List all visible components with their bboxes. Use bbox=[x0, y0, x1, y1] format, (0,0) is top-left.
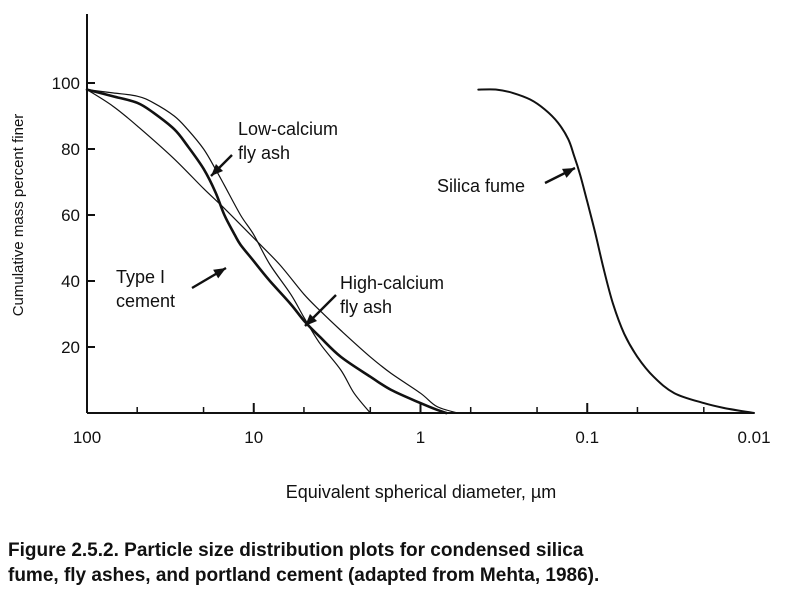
annotation-high-calcium-line2: fly ash bbox=[340, 297, 392, 317]
y-tick-labels: 20 40 60 80 100 bbox=[52, 74, 80, 357]
x-axis-title: Equivalent spherical diameter, µm bbox=[286, 482, 557, 502]
annotation-low-calcium-line1: Low-calcium bbox=[238, 119, 338, 139]
annotation-arrows bbox=[191, 154, 576, 327]
series-line-silica-fume bbox=[477, 88, 755, 414]
x-tick-label-0-01: 0.01 bbox=[737, 428, 770, 447]
series-line-high-calcium-fly-ash bbox=[86, 89, 459, 414]
y-tick-label-100: 100 bbox=[52, 74, 80, 93]
series-lines bbox=[85, 88, 755, 415]
annotation-type-i-line2: cement bbox=[116, 291, 175, 311]
axes bbox=[86, 14, 754, 414]
annotation-silica-fume: Silica fume bbox=[437, 176, 525, 196]
annotation-labels: Low-calcium fly ash Silica fume Type I c… bbox=[116, 119, 525, 317]
caption-line-1: Figure 2.5.2. Particle size distribution… bbox=[8, 540, 584, 561]
x-ticks bbox=[86, 403, 705, 413]
x-tick-label-10: 10 bbox=[244, 428, 263, 447]
y-tick-label-40: 40 bbox=[61, 272, 80, 291]
series-line-type-i-cement bbox=[85, 88, 448, 415]
y-ticks bbox=[87, 82, 95, 348]
annotation-type-i-line1: Type I bbox=[116, 267, 165, 287]
y-tick-label-80: 80 bbox=[61, 140, 80, 159]
y-tick-label-20: 20 bbox=[61, 338, 80, 357]
arrow-silica-fume bbox=[544, 166, 576, 185]
annotation-low-calcium-line2: fly ash bbox=[238, 143, 290, 163]
arrow-high-calcium-fly-ash bbox=[304, 294, 337, 327]
x-tick-label-0-1: 0.1 bbox=[575, 428, 599, 447]
y-tick-label-60: 60 bbox=[61, 206, 80, 225]
caption-line-2: fume, fly ashes, and portland cement (ad… bbox=[8, 565, 600, 586]
series-line-low-calcium-fly-ash bbox=[86, 89, 371, 414]
particle-size-chart: 100 10 1 0.1 0.01 20 40 60 80 100 Low-calcium fl… bbox=[10, 14, 771, 502]
y-axis-title: Cumulative mass percent finer bbox=[10, 114, 27, 317]
arrow-low-calcium-fly-ash bbox=[210, 154, 233, 177]
annotation-high-calcium-line1: High-calcium bbox=[340, 273, 444, 293]
figure-caption: Figure 2.5.2. Particle size distribution… bbox=[8, 538, 788, 588]
x-tick-label-100: 100 bbox=[73, 428, 101, 447]
x-tick-labels: 100 10 1 0.1 0.01 bbox=[73, 428, 771, 447]
arrow-type-i-cement bbox=[191, 266, 227, 290]
x-tick-label-1: 1 bbox=[416, 428, 425, 447]
